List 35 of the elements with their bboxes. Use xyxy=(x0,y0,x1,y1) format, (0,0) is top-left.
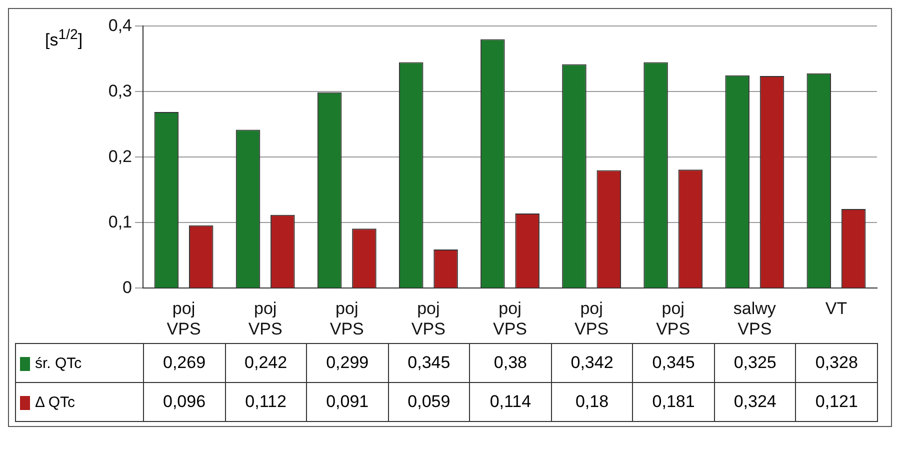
y-tick-label: 0,1 xyxy=(108,212,132,232)
y-tick-label: 0,3 xyxy=(108,81,132,100)
data-label: 0,181 xyxy=(632,382,714,422)
data-label: 0,324 xyxy=(714,382,796,422)
x-tick-label: poj VPS xyxy=(492,299,528,338)
x-tick-label: VT xyxy=(825,299,848,318)
data-label: 0,345 xyxy=(632,344,714,382)
data-label: 0,328 xyxy=(796,344,878,382)
y-tick-label: 0,2 xyxy=(108,146,132,166)
legend-label: Δ QTc xyxy=(16,382,144,422)
data-label: 0,342 xyxy=(551,344,633,382)
data-label: 0,096 xyxy=(144,382,226,422)
x-tick-label: poj VPS xyxy=(248,299,282,338)
data-label: 0,325 xyxy=(714,344,796,382)
data-label: 0,091 xyxy=(306,382,388,422)
y-tick-label: 0,4 xyxy=(108,16,132,35)
data-label: 0,345 xyxy=(388,344,470,382)
x-tick-label: poj VPS xyxy=(574,299,609,338)
x-tick-label: poj VPS xyxy=(330,299,364,338)
y-tick-label: 0 xyxy=(122,278,132,297)
x-tick-label: poj VPS xyxy=(656,299,690,338)
data-label: 0,299 xyxy=(306,344,388,382)
data-label: 0,242 xyxy=(225,344,307,382)
data-label: 0,112 xyxy=(225,382,307,422)
data-label: 0,114 xyxy=(470,382,552,422)
data-label: 0,18 xyxy=(551,382,633,422)
legend-label: śr. QTc xyxy=(16,344,144,382)
x-tick-label: salwy VPS xyxy=(733,299,776,338)
x-tick-label: poj VPS xyxy=(411,299,446,338)
y-axis-title: [s$^{1/2}$] xyxy=(45,27,83,51)
data-label: 0,38 xyxy=(470,344,552,382)
x-tick-label: poj VPS xyxy=(166,299,201,338)
data-label: 0,269 xyxy=(144,344,226,382)
data-label: 0,059 xyxy=(388,382,470,422)
data-label: 0,121 xyxy=(796,382,878,422)
